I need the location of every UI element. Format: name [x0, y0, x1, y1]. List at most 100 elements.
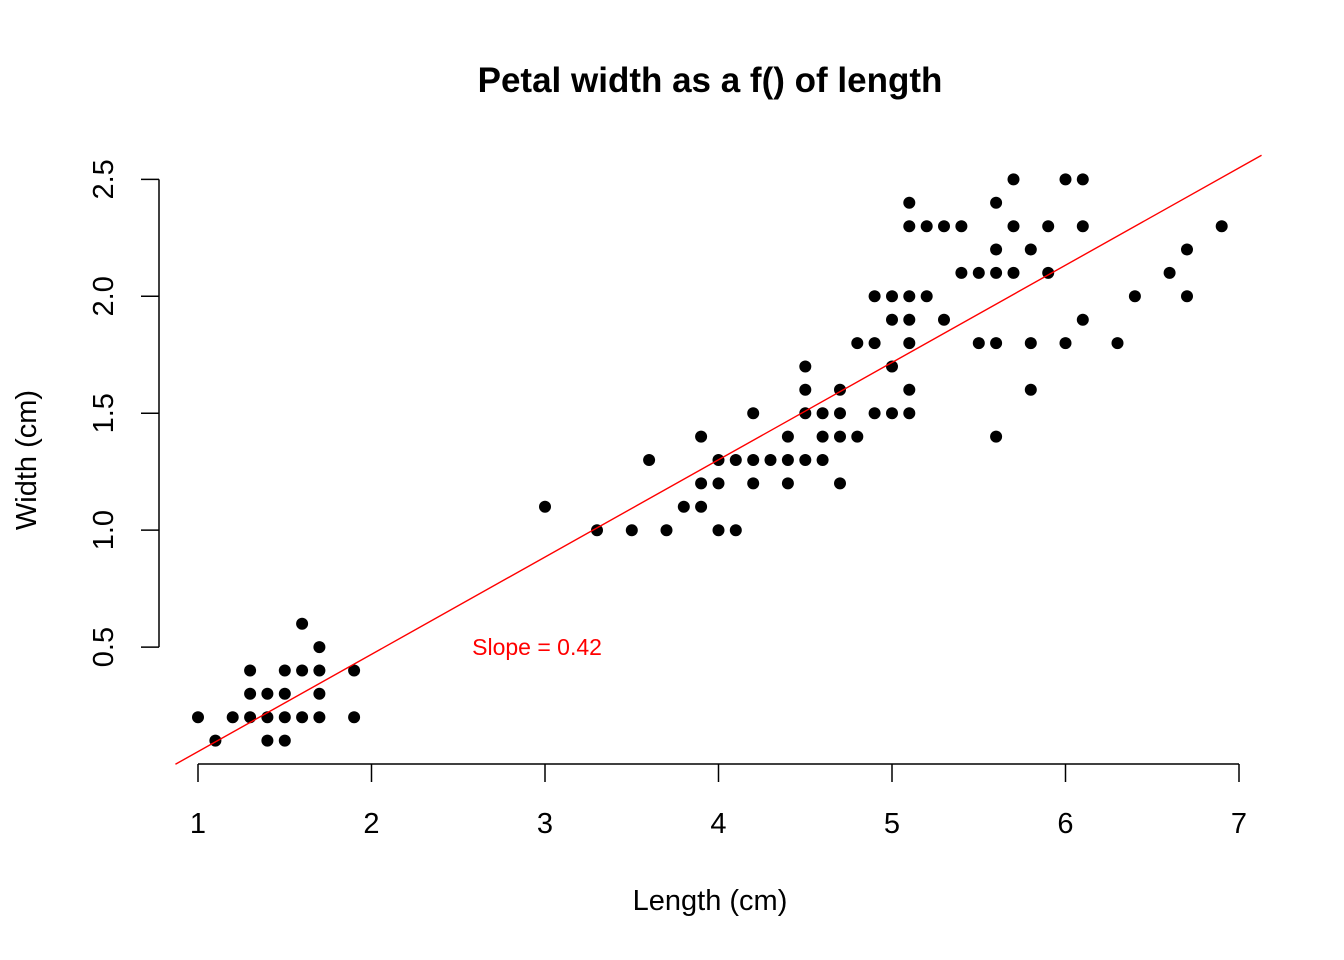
- data-point: [938, 313, 950, 326]
- data-point: [660, 524, 673, 537]
- data-point: [886, 313, 898, 326]
- x-tick-label: 3: [537, 808, 553, 840]
- data-point: [972, 337, 985, 350]
- x-tick-label: 1: [190, 808, 206, 840]
- data-point: [903, 290, 916, 303]
- data-point: [799, 454, 812, 466]
- x-tick-label: 6: [1057, 808, 1073, 840]
- data-point: [677, 500, 690, 513]
- data-point: [903, 196, 916, 209]
- data-point: [244, 687, 257, 700]
- data-point: [1076, 313, 1089, 326]
- data-point: [278, 734, 291, 747]
- data-point: [781, 454, 794, 466]
- x-tick-label: 5: [884, 808, 900, 840]
- data-point: [1181, 243, 1193, 256]
- y-axis-label: Width (cm): [11, 390, 43, 530]
- data-point: [1007, 266, 1020, 279]
- data-point: [990, 337, 1003, 350]
- data-point: [1076, 173, 1089, 186]
- data-point: [1024, 243, 1037, 256]
- data-point: [192, 711, 204, 724]
- data-point: [886, 407, 898, 420]
- data-point: [313, 687, 326, 700]
- data-point: [1163, 266, 1176, 279]
- data-point: [799, 360, 812, 373]
- data-point: [244, 711, 257, 724]
- data-point: [348, 664, 361, 677]
- data-point: [712, 524, 725, 537]
- data-point: [955, 220, 968, 233]
- data-point: [1024, 383, 1037, 396]
- data-point: [816, 454, 829, 466]
- data-point: [729, 454, 742, 466]
- y-tick-label: 2.0: [88, 276, 120, 316]
- data-point: [972, 266, 985, 279]
- data-point: [348, 711, 361, 724]
- data-point: [868, 290, 881, 303]
- data-point: [990, 430, 1003, 443]
- data-point: [1111, 337, 1124, 350]
- data-point: [695, 430, 708, 443]
- data-point: [1215, 220, 1228, 233]
- data-point: [747, 407, 760, 420]
- data-point: [781, 477, 794, 490]
- data-point: [643, 454, 656, 466]
- data-point: [278, 711, 291, 724]
- data-point: [868, 407, 881, 420]
- data-point: [695, 500, 708, 513]
- data-point: [990, 243, 1003, 256]
- data-point: [1128, 290, 1141, 303]
- y-axis: 0.5 1.0 1.5 2.0 2.5: [88, 159, 160, 667]
- data-point: [955, 266, 968, 279]
- data-point: [625, 524, 638, 537]
- data-point: [244, 664, 257, 677]
- y-tick-label: 0.5: [88, 627, 120, 667]
- data-point: [226, 711, 239, 724]
- data-point: [261, 734, 274, 747]
- data-point: [278, 687, 291, 700]
- data-point: [851, 430, 864, 443]
- data-point: [539, 500, 551, 513]
- data-point: [1181, 290, 1193, 303]
- data-point: [712, 477, 725, 490]
- data-point: [313, 664, 326, 677]
- data-point: [764, 454, 777, 466]
- x-tick-label: 4: [710, 808, 726, 840]
- data-point: [1007, 173, 1020, 186]
- data-point: [261, 687, 274, 700]
- x-tick-label: 7: [1231, 808, 1247, 840]
- data-point: [1007, 220, 1020, 233]
- x-axis-label: Length (cm): [633, 885, 788, 917]
- data-point: [990, 266, 1003, 279]
- y-tick-label: 2.5: [88, 159, 120, 199]
- data-point: [296, 664, 309, 677]
- data-point: [903, 220, 916, 233]
- data-point: [729, 524, 742, 537]
- data-point: [834, 430, 846, 443]
- y-tick-label: 1.0: [88, 510, 120, 550]
- data-point: [903, 383, 916, 396]
- data-point: [695, 477, 708, 490]
- slope-annotation: Slope = 0.42: [472, 634, 602, 660]
- data-point: [747, 454, 760, 466]
- data-point: [868, 337, 881, 350]
- data-point: [313, 641, 326, 654]
- x-tick-label: 2: [363, 808, 379, 840]
- data-point: [920, 290, 933, 303]
- data-point: [920, 220, 933, 233]
- data-point: [851, 337, 864, 350]
- data-point: [747, 477, 760, 490]
- data-point: [296, 617, 309, 630]
- data-point: [1024, 337, 1037, 350]
- data-point: [781, 430, 794, 443]
- data-point: [816, 430, 829, 443]
- data-point: [886, 290, 898, 303]
- data-point: [1059, 173, 1072, 186]
- data-point: [1059, 337, 1072, 350]
- data-point: [591, 524, 603, 537]
- data-point: [799, 383, 812, 396]
- data-point: [903, 313, 916, 326]
- data-points: [192, 173, 1228, 747]
